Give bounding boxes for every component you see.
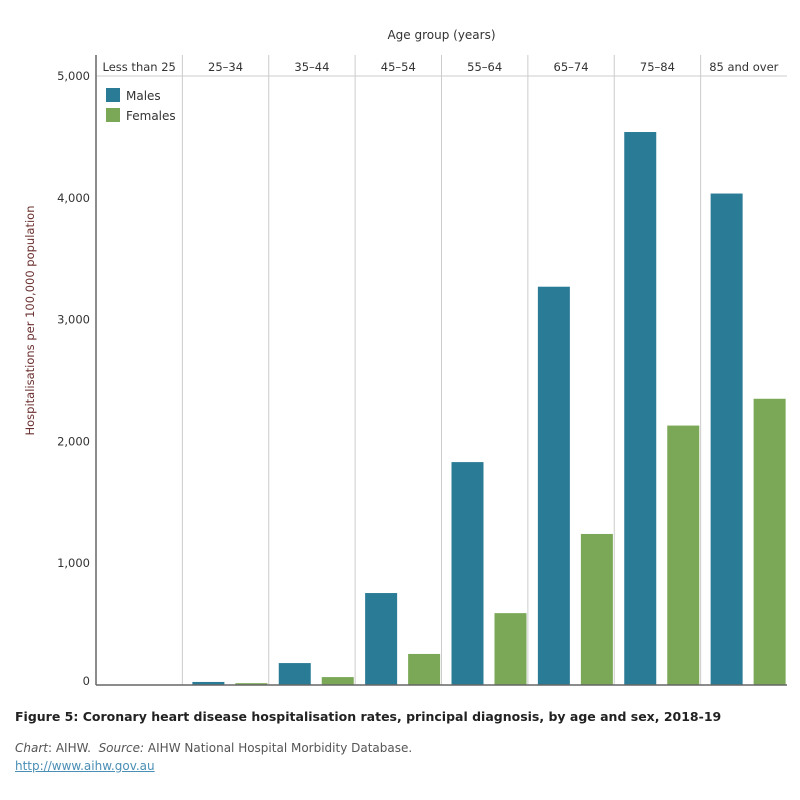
x-tick-label: 25–34 xyxy=(208,60,243,74)
bar-females xyxy=(408,653,441,685)
x-tick-label: Less than 25 xyxy=(103,60,176,74)
legend-label-males: Males xyxy=(126,89,161,103)
y-tick-label: 4,000 xyxy=(57,191,90,205)
y-tick-label: 5,000 xyxy=(57,69,90,83)
bar-females xyxy=(667,425,700,685)
legend-swatch-females xyxy=(106,108,120,122)
bar-females xyxy=(580,533,613,685)
bar-males xyxy=(624,132,657,685)
x-tick-label: 85 and over xyxy=(709,60,778,74)
aihw-link[interactable]: http://www.aihw.gov.au xyxy=(15,759,155,773)
source-note: Chart: AIHW. Source: AIHW National Hospi… xyxy=(15,741,412,755)
bar-males xyxy=(278,663,311,685)
source-label: Source: xyxy=(98,741,145,755)
bar-females xyxy=(235,683,268,685)
bar-males xyxy=(192,681,225,685)
source-value: AIHW National Hospital Morbidity Databas… xyxy=(147,741,413,755)
bar-chart: Age group (years) Hospitalisations per 10… xyxy=(23,28,787,688)
bar-males xyxy=(451,462,484,685)
legend-label-females: Females xyxy=(126,109,176,123)
bar-females xyxy=(753,398,786,685)
bar-females xyxy=(494,613,527,685)
y-tick-label: 2,000 xyxy=(57,434,90,448)
bar-males xyxy=(365,593,398,685)
x-tick-label: 45–54 xyxy=(381,60,416,74)
x-tick-label: 65–74 xyxy=(554,60,589,74)
bar-males xyxy=(710,193,743,686)
chart-value: : AIHW. xyxy=(47,741,91,755)
x-tick-label: 75–84 xyxy=(640,60,675,74)
bar-females xyxy=(321,677,354,685)
y-axis-title: Hospitalisations per 100,000 population xyxy=(23,206,37,436)
y-tick-label: 1,000 xyxy=(57,556,90,570)
chart-label: Chart xyxy=(15,741,48,755)
legend-swatch-males xyxy=(106,88,120,102)
bar-males xyxy=(537,286,570,685)
x-tick-label: 35–44 xyxy=(294,60,329,74)
x-axis-title: Age group (years) xyxy=(387,28,495,42)
y-tick-label: 3,000 xyxy=(57,313,90,327)
x-tick-label: 55–64 xyxy=(467,60,502,74)
figure-caption: Figure 5: Coronary heart disease hospita… xyxy=(15,709,722,724)
y-tick-label: 0 xyxy=(83,674,90,688)
